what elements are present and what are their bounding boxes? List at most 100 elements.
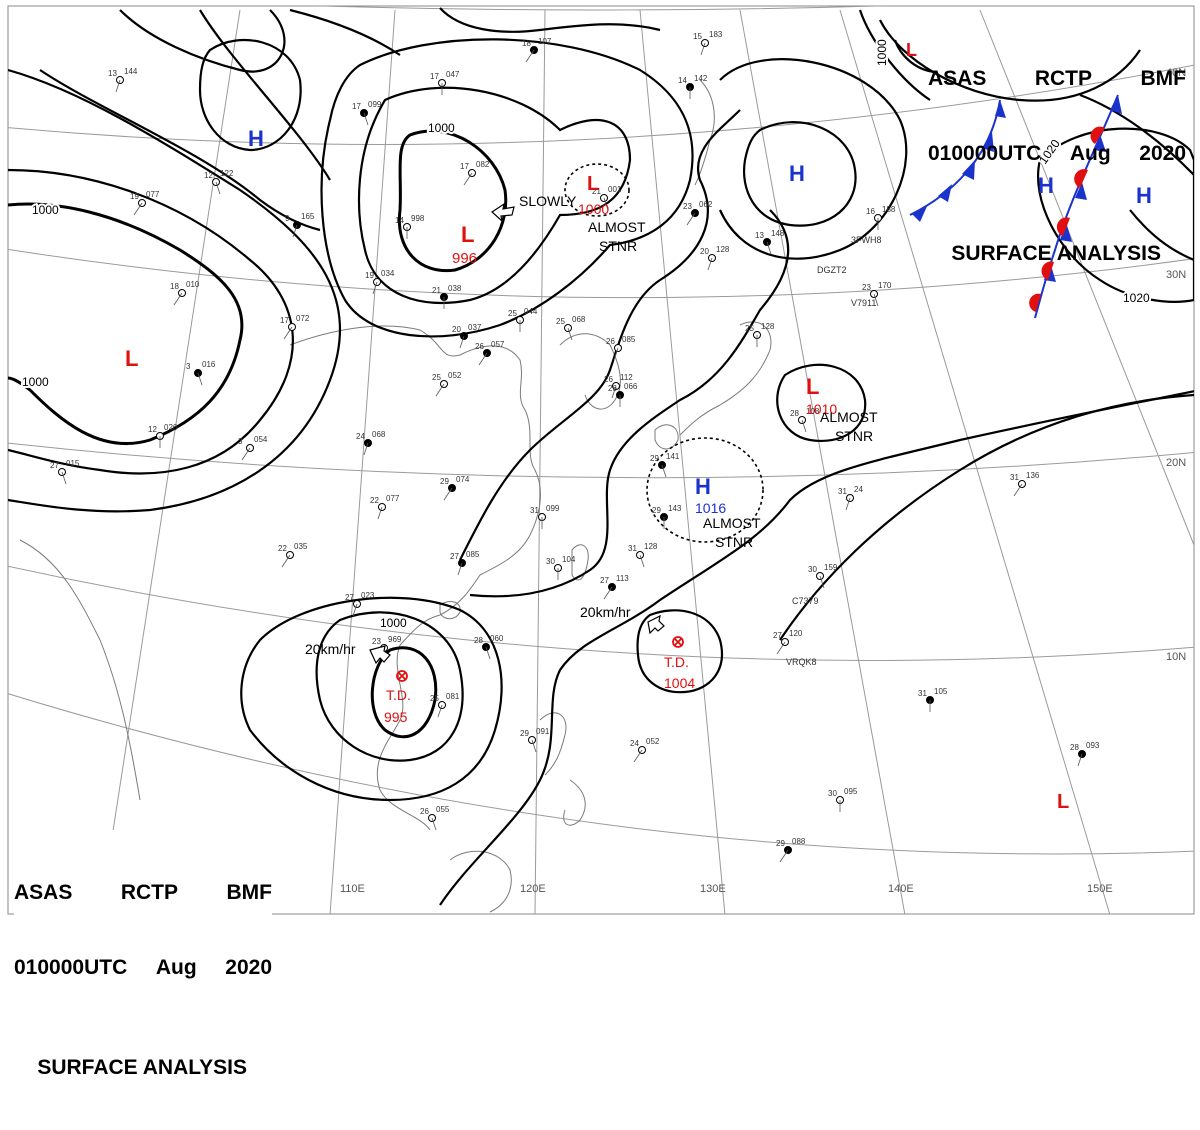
station-temperature: 26 [606,337,615,346]
station-plot: 24 052 [630,737,660,763]
station-temperature: 28 [790,409,799,418]
map-frame [7,5,1195,915]
warm-front-semicircle [1056,217,1070,236]
station-pressure: 105 [934,687,948,696]
weather-map: 18 107 13 144 17 047 17 099 17 082 15 183 14 142 12 122… [7,5,1195,1079]
hainan-coast [439,601,461,620]
header-valid-time: 010000UTC [928,142,1042,165]
station-plot: 30 095 [828,787,858,812]
station-temperature: 21 [592,187,601,196]
station-pressure: 054 [254,435,268,444]
station-plot: 20 128 [700,245,730,271]
cold-front-triangle [938,184,952,202]
motion-almost-stnr-1b: STNR [599,238,637,254]
isobar-central-long [459,109,741,561]
station-temperature: 23 [683,202,692,211]
header-code: BMF [226,881,273,904]
wind-barb-icon [197,372,203,386]
station-temperature: 31 [918,689,927,698]
header-agency: ASAS [14,881,73,904]
station-plot: 26 057 [475,340,505,366]
station-plot: 28 060 [474,634,504,660]
station-plot: 28 108 [790,407,820,433]
station-plot: 17 099 [352,100,382,126]
isobar-west-outer [8,168,294,475]
isobar-h-east-center [743,121,857,227]
header-year: 2020 [225,956,272,979]
station-temperature: 31 [530,506,539,515]
station-plot: 26 085 [606,335,636,361]
station-pressure: 034 [381,269,395,278]
station-plot: 25 068 [556,315,586,341]
station-temperature: 25 [432,373,441,382]
isobar-td995-outer [240,596,503,802]
station-plot: 27 113 [600,574,629,600]
latitude-label: 20N [1166,457,1186,469]
lon-150-line [839,9,1111,914]
motion-almost-stnr-3b: STNR [715,534,753,550]
station-plot: 31 099 [530,504,560,529]
motion-annotations: SLOWLY ALMOST STNR ALMOST STNR ALMOST ST… [305,193,878,665]
isobar-label: 1000 [22,375,49,389]
station-temperature: 19 [130,192,139,201]
wind-barb-icon [567,327,573,341]
station-temperature: 3 [238,437,243,446]
isobar-l996-inner [397,129,508,273]
isobar-label: 1000 [428,121,455,135]
latitude-lines [8,6,1194,855]
low-center-value: 996 [452,250,477,267]
wind-barb-icon [873,293,879,307]
station-plot: 26 066 [608,382,638,407]
wind-barb-icon [776,641,786,655]
cold-front-triangle [995,100,1006,118]
wind-barb-icon [485,646,491,660]
high-center-symbol: H [789,161,805,186]
motion-almost-stnr-3a: ALMOST [703,515,761,531]
wind-barb-icon [603,197,609,211]
station-plot: 27 085 [450,550,480,576]
header-bottom-left: ASAS RCTP BMF 010000UTC Aug 2020 SURFACE… [14,830,272,1130]
station-pressure: 24 [854,485,863,494]
isobar-h-east-outer [718,58,908,260]
station-plot: 21 001 [592,185,622,211]
motion-almost-stnr-2a: ALMOST [820,409,878,425]
station-plot: 31 105 [918,687,948,712]
latitude-label: 30N [1166,269,1186,281]
borneo-coast [449,850,512,913]
station-plot: 17 072 [280,314,310,340]
station-pressure: 085 [622,335,636,344]
wind-barb-icon [603,586,613,600]
td-label: T.D. [386,687,411,703]
station-pressure: 095 [844,787,858,796]
lon-120-line [534,9,546,914]
station-pressure: 088 [792,837,806,846]
station-pressure: 068 [572,315,586,324]
station-pressure: 148 [771,229,785,238]
ship-id-label: C7379 [792,596,819,606]
station-pressure: 057 [491,340,505,349]
station-plot: 31 136 [1010,471,1040,497]
wind-barb-icon [443,487,453,501]
station-temperature: 17 [352,102,361,111]
station-pressure: 113 [616,574,629,583]
station-plot: 17 047 [430,70,460,95]
longitude-label: 150E [1087,883,1113,895]
station-temperature: 17 [280,316,289,325]
ship-id-label: 3FWH8 [851,235,882,245]
header-agency: ASAS [928,67,987,90]
wind-barb-icon [437,704,443,718]
station-temperature: 21 [432,286,441,295]
station-temperature: 20 [452,325,461,334]
wind-barb-icon [463,172,473,186]
station-temperature: 18 [522,39,531,48]
station-temperature: 9 [285,214,290,223]
station-plot: 20 037 [452,323,482,349]
station-temperature: 29 [652,506,661,515]
isobars [8,7,1194,906]
isobar-east-far [1079,93,1194,176]
station-plot: 3 054 [238,435,268,461]
header-line-1: ASAS RCTP BMF [14,880,272,905]
station-temperature: 22 [370,496,379,505]
